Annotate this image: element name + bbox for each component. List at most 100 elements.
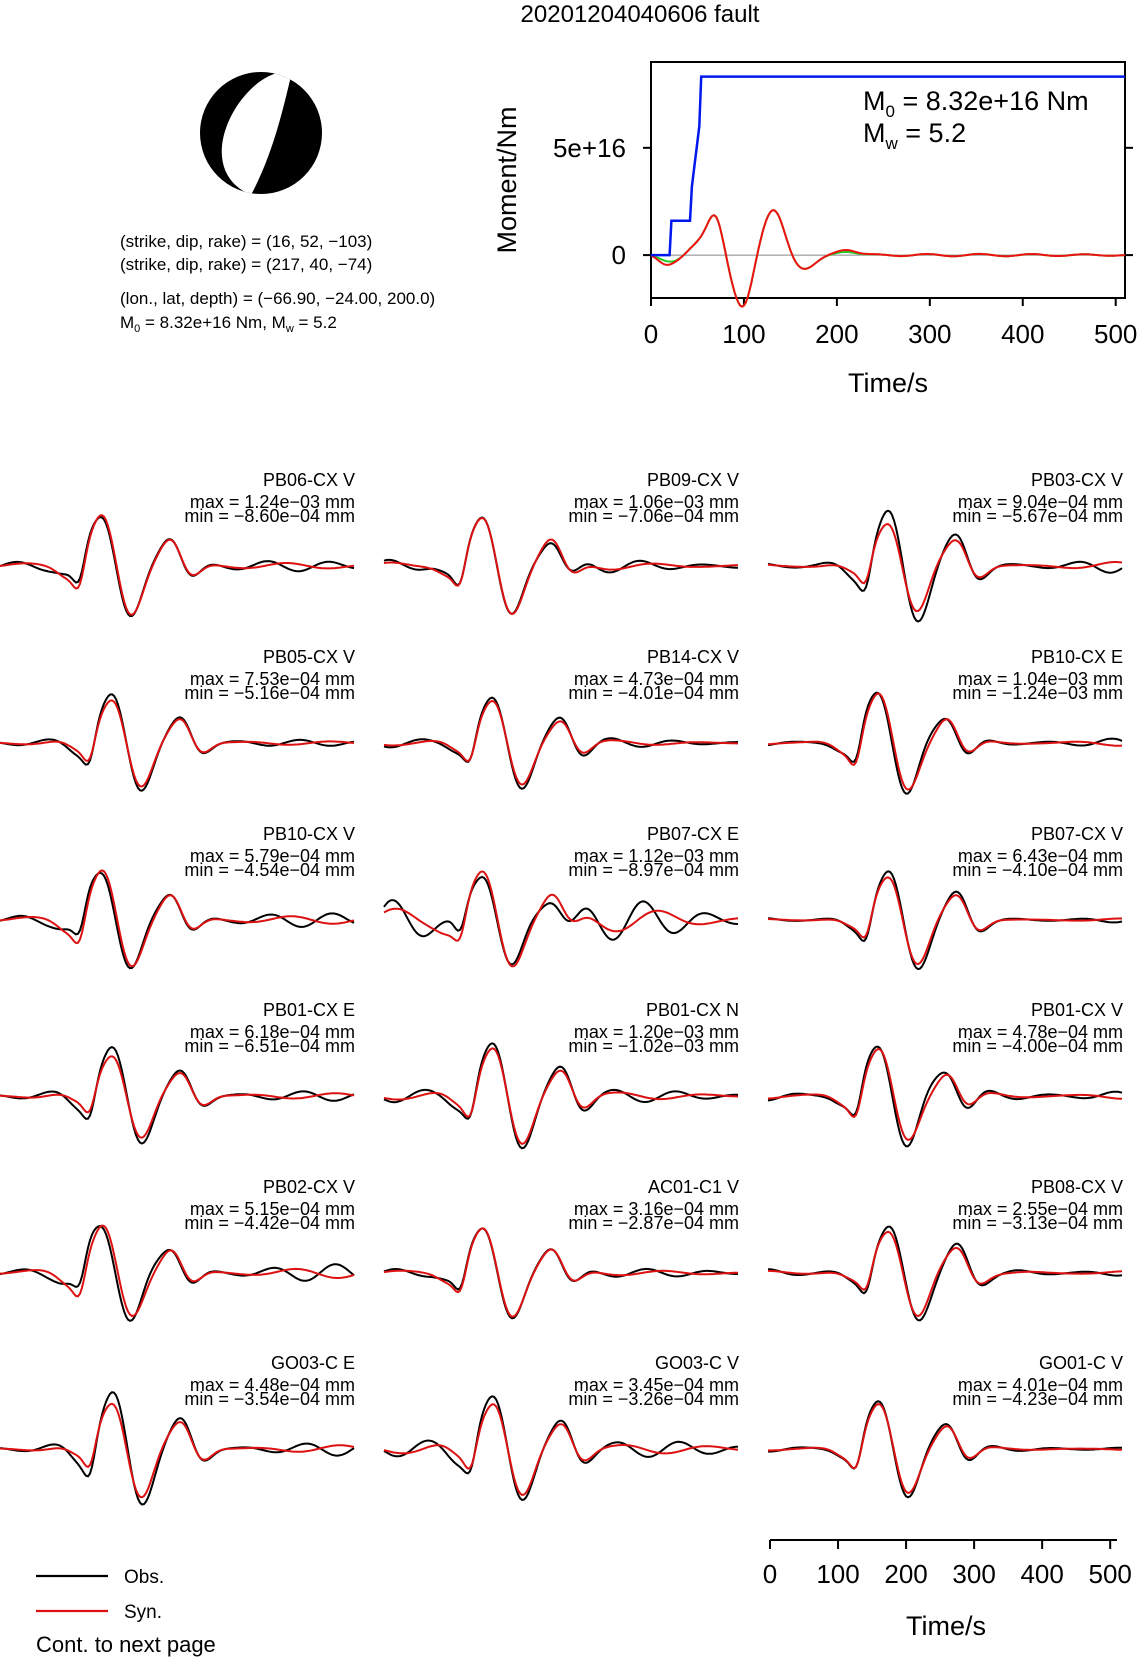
synthetic-trace — [0, 1224, 355, 1318]
waveform-x-tick-label: 400 — [1020, 1559, 1063, 1589]
station-label: PB08-CX V — [1031, 1177, 1123, 1197]
observed-trace — [383, 1395, 739, 1501]
waveform-x-tick-label: 100 — [816, 1559, 859, 1589]
moment-plot-curves — [650, 75, 1126, 308]
station-label: PB07-CX E — [647, 824, 739, 844]
trace-min-label: min = −1.02e−03 mm — [568, 1036, 739, 1056]
synthetic-trace — [0, 869, 355, 968]
trace-max-label: max = 4.78e−04 mm — [958, 1022, 1123, 1042]
moment-x-tick-label: 0 — [644, 319, 658, 349]
nodal-plane-1: (strike, dip, rake) = (16, 52, −103) — [120, 232, 372, 251]
observed-trace — [767, 509, 1123, 623]
synthetic-trace — [767, 523, 1123, 612]
trace-min-label: min = −5.67e−04 mm — [952, 506, 1123, 526]
waveform-x-tick-label: 300 — [952, 1559, 995, 1589]
synthetic-trace — [383, 870, 739, 968]
moment-plot-xlabel: Time/s — [848, 368, 928, 398]
legend-observed-label: Obs. — [124, 1567, 164, 1588]
observed-trace — [0, 871, 355, 970]
moment-plot-axes: 0 100 200 300 400 500 0 5e+16 — [553, 133, 1137, 349]
station-label: PB01-CX N — [646, 1000, 739, 1020]
station-label: PB10-CX V — [263, 824, 355, 844]
synthetic-trace — [767, 1047, 1123, 1141]
trace-max-label: max = 6.18e−04 mm — [190, 1022, 355, 1042]
trace-min-label: min = −8.60e−04 mm — [184, 506, 355, 526]
moment-x-tick-label: 500 — [1094, 319, 1137, 349]
moment-x-tick-label: 300 — [908, 319, 951, 349]
observed-trace — [767, 691, 1123, 795]
trace-max-label: max = 7.53e−04 mm — [190, 669, 355, 689]
trace-max-label: max = 3.16e−04 mm — [574, 1199, 739, 1219]
waveform-time-axis: 0 100 200 300 400 500 — [763, 1539, 1132, 1589]
synthetic-trace — [383, 699, 739, 786]
trace-min-label: min = −4.54e−04 mm — [184, 860, 355, 880]
station-label: GO03-C V — [655, 1353, 739, 1373]
trace-max-label: max = 3.45e−04 mm — [574, 1375, 739, 1395]
trace-min-label: min = −3.54e−04 mm — [184, 1389, 355, 1409]
beachball-icon — [200, 72, 322, 194]
station-label: PB05-CX V — [263, 647, 355, 667]
trace-min-label: min = −4.42e−04 mm — [184, 1213, 355, 1233]
moment-rate-green-line — [650, 209, 1126, 308]
cumulative-moment-line — [651, 75, 1125, 257]
observed-trace — [383, 1042, 738, 1150]
station-label: PB03-CX V — [1031, 470, 1123, 490]
trace-max-label: max = 1.20e−03 mm — [574, 1022, 739, 1042]
trace-max-label: max = 6.43e−04 mm — [958, 846, 1123, 866]
station-label: AC01-C1 V — [648, 1177, 739, 1197]
synthetic-trace — [383, 1047, 739, 1145]
station-label: PB07-CX V — [1031, 824, 1123, 844]
synthetic-trace — [767, 876, 1122, 966]
waveform-x-tick-label: 0 — [763, 1559, 777, 1589]
moment-y-tick-label: 5e+16 — [553, 133, 626, 163]
trace-min-label: min = −6.51e−04 mm — [184, 1036, 355, 1056]
observed-trace — [383, 875, 739, 966]
legend-synthetic-label: Syn. — [124, 1602, 162, 1623]
station-label: GO03-C E — [271, 1353, 355, 1373]
trace-max-label: max = 4.01e−04 mm — [958, 1375, 1123, 1395]
observed-trace — [383, 516, 738, 616]
trace-min-label: min = −4.10e−04 mm — [952, 860, 1123, 880]
moment-x-tick-label: 100 — [722, 319, 765, 349]
synthetic-trace — [0, 514, 355, 616]
trace-max-label: max = 1.06e−03 mm — [574, 492, 739, 512]
trace-min-label: min = −7.06e−04 mm — [568, 506, 739, 526]
synthetic-trace — [768, 1230, 1123, 1318]
moment-rate-red-line — [650, 209, 1126, 308]
station-label: PB09-CX V — [647, 470, 739, 490]
station-label: GO01-C V — [1039, 1353, 1123, 1373]
trace-max-label: max = 5.15e−04 mm — [190, 1199, 355, 1219]
moment-plot-m0-label: M0 = 8.32e+16 Nm — [863, 86, 1089, 121]
synthetic-trace — [383, 1403, 739, 1496]
station-label: PB01-CX V — [1031, 1000, 1123, 1020]
synthetic-trace — [767, 1403, 1123, 1494]
hypocenter-location: (lon., lat, depth) = (−66.90, −24.00, 20… — [120, 289, 435, 308]
moment-magnitude-line: M0 = 8.32e+16 Nm, Mw = 5.2 — [120, 313, 337, 335]
synthetic-trace — [0, 699, 355, 788]
trace-min-label: min = −2.87e−04 mm — [568, 1213, 739, 1233]
continuation-note: Cont. to next page — [36, 1632, 216, 1657]
trace-max-label: max = 1.12e−03 mm — [574, 846, 739, 866]
observed-trace — [767, 1045, 1123, 1148]
station-label: PB01-CX E — [263, 1000, 355, 1020]
nodal-plane-2: (strike, dip, rake) = (217, 40, −74) — [120, 255, 372, 274]
trace-min-label: min = −1.24e−03 mm — [952, 683, 1123, 703]
trace-max-label: max = 5.79e−04 mm — [190, 846, 355, 866]
legend: Obs. Syn. Cont. to next page — [36, 1567, 216, 1657]
station-label: PB06-CX V — [263, 470, 355, 490]
waveform-x-tick-label: 500 — [1089, 1559, 1132, 1589]
moment-plot-frame — [650, 61, 1126, 299]
station-label: PB10-CX E — [1031, 647, 1123, 667]
moment-plot-mw-label: Mw = 5.2 — [863, 118, 966, 153]
synthetic-trace — [0, 1402, 355, 1499]
